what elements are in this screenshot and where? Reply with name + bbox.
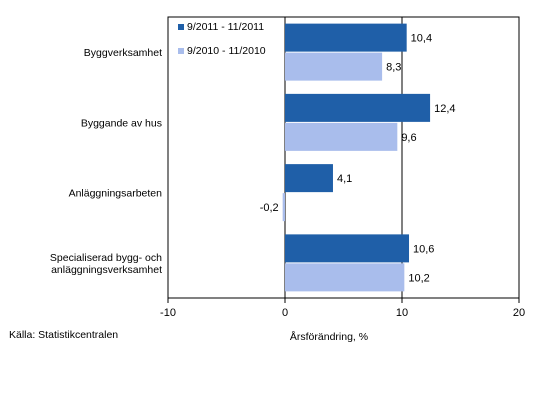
x-tick-label: 10 bbox=[396, 307, 408, 319]
category-label: Byggande av hus bbox=[81, 117, 162, 129]
legend-swatch bbox=[178, 48, 184, 54]
data-label: 10,2 bbox=[408, 272, 429, 284]
data-label: 4,1 bbox=[337, 173, 352, 185]
category-label: Anläggningsarbeten bbox=[69, 188, 163, 200]
bar bbox=[282, 193, 285, 222]
bar bbox=[285, 234, 410, 263]
legend-label: 9/2011 - 11/2011 bbox=[187, 21, 264, 33]
category-label: Byggverksamhet bbox=[84, 47, 162, 59]
data-label: -0,2 bbox=[260, 202, 279, 214]
x-tick-label: -10 bbox=[160, 307, 176, 319]
legend-label: 9/2010 - 11/2010 bbox=[187, 45, 266, 57]
bar bbox=[285, 23, 407, 52]
x-axis-label: Årsförändring, % bbox=[290, 330, 368, 343]
legend-swatch bbox=[178, 24, 184, 30]
data-label: 8,3 bbox=[386, 62, 401, 74]
category-label: Specialiserad bygg- och bbox=[50, 252, 162, 264]
source-note: Källa: Statistikcentralen bbox=[9, 329, 119, 341]
plot-frame bbox=[167, 16, 520, 299]
data-label: 12,4 bbox=[434, 103, 455, 115]
bar bbox=[285, 52, 383, 81]
bar bbox=[285, 93, 431, 122]
x-tick-label: 20 bbox=[513, 307, 525, 319]
category-label: anläggningsverksamhet bbox=[51, 264, 162, 276]
x-tick-label: 0 bbox=[282, 307, 288, 319]
bar bbox=[285, 164, 333, 193]
bar bbox=[285, 122, 398, 151]
data-label: 10,6 bbox=[413, 243, 434, 255]
data-label: 9,6 bbox=[401, 132, 416, 144]
data-label: 10,4 bbox=[411, 33, 432, 45]
bar bbox=[285, 263, 405, 292]
